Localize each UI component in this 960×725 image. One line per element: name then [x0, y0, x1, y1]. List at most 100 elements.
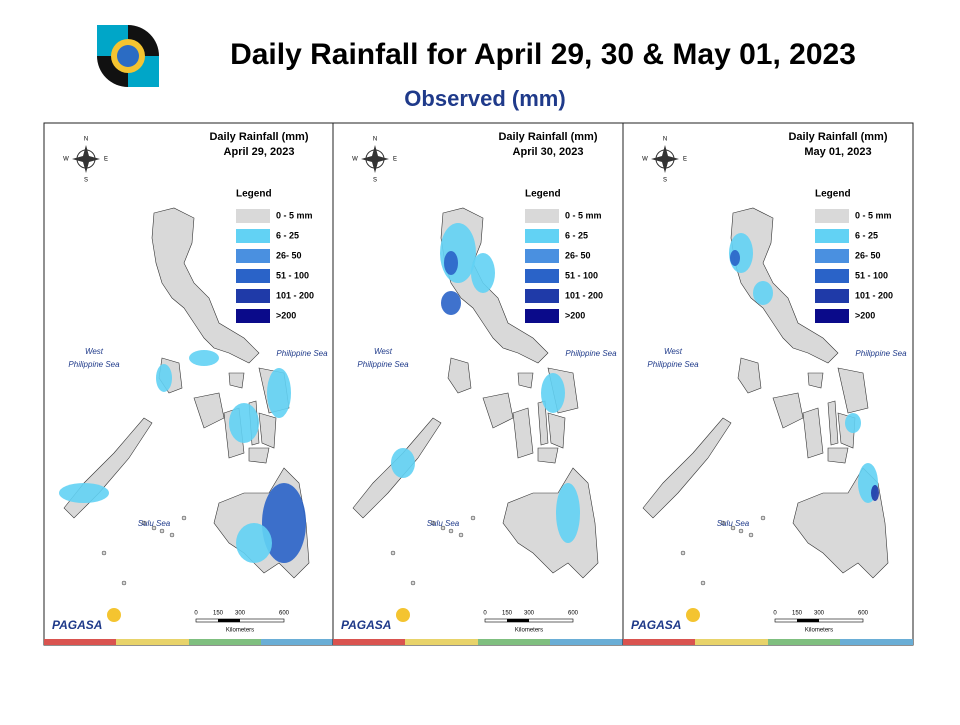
compass-west: W: [352, 157, 358, 163]
scale-tick-label: 0: [483, 611, 487, 617]
islet: [101, 550, 107, 556]
scale-tick-label: 150: [213, 611, 224, 617]
islet: [748, 532, 754, 538]
legend-label: 26- 50: [276, 250, 302, 260]
subtitle: Observed (mm): [404, 86, 565, 111]
legend-label: >200: [565, 310, 585, 320]
legend-label: 6 - 25: [276, 230, 299, 240]
panel-date: April 29, 2023: [224, 146, 295, 158]
scale-tick-label: 300: [814, 611, 825, 617]
scale-tick-label: 600: [568, 611, 579, 617]
legend-swatch: [525, 249, 559, 263]
footer-strip: [405, 639, 478, 645]
sea-label: Sulu Sea: [427, 519, 460, 528]
rainfall-area: [262, 483, 306, 563]
panel-date: May 01, 2023: [804, 146, 871, 158]
legend-label: 101 - 200: [276, 290, 314, 300]
legend-swatch: [815, 249, 849, 263]
compass-south: S: [373, 178, 377, 184]
rainfall-area: [229, 403, 259, 443]
legend-swatch: [815, 229, 849, 243]
islet: [151, 525, 157, 531]
legend-label: 51 - 100: [565, 270, 598, 280]
rainfall-area: [845, 413, 861, 433]
logo-sun: [107, 608, 121, 622]
sea-label: Sulu Sea: [717, 519, 750, 528]
islet: [440, 525, 446, 531]
compass-south: S: [84, 178, 88, 184]
legend-swatch: [236, 249, 270, 263]
islet: [141, 520, 147, 526]
islet: [760, 515, 766, 521]
island: [228, 372, 245, 389]
map-panels: Daily Rainfall (mm) April 29, 2023 N S E W Leg…: [43, 122, 914, 646]
island: [730, 207, 839, 364]
islet: [390, 550, 396, 556]
legend-swatch: [815, 309, 849, 323]
rainfall-area: [236, 523, 272, 563]
legend-label: 101 - 200: [855, 290, 893, 300]
island: [737, 357, 762, 394]
island: [547, 412, 566, 449]
legend-swatch: [525, 209, 559, 223]
compass-north: N: [373, 137, 377, 143]
island: [772, 392, 804, 429]
legend-label: 101 - 200: [565, 290, 603, 300]
island: [827, 400, 839, 446]
landmass: [642, 207, 889, 586]
compass-west: W: [63, 157, 69, 163]
legend-label: 51 - 100: [276, 270, 309, 280]
scale-unit: Kilometers: [515, 628, 543, 634]
legend-label: >200: [855, 310, 875, 320]
islet: [730, 525, 736, 531]
island: [151, 207, 260, 364]
compass-south: S: [663, 178, 667, 184]
scale-bar-fill: [797, 619, 819, 622]
footer-strip: [189, 639, 261, 645]
legend-swatch: [525, 309, 559, 323]
rainfall-area: [441, 291, 461, 315]
scale-tick-label: 150: [792, 611, 803, 617]
footer-strip: [623, 639, 695, 645]
legend-label: >200: [276, 310, 296, 320]
compass-east: E: [683, 157, 687, 163]
islet: [181, 515, 187, 521]
island: [248, 447, 270, 464]
scale-bar-fill: [507, 619, 529, 622]
rainfall-area: [156, 364, 172, 392]
panel-title: Daily Rainfall (mm): [209, 131, 308, 143]
footer-strip: [768, 639, 840, 645]
legend-swatch: [236, 229, 270, 243]
compass-star: [72, 145, 100, 173]
islet: [470, 515, 476, 521]
footer-strip: [116, 639, 189, 645]
compass-west: W: [642, 157, 648, 163]
sea-label: West: [374, 347, 393, 356]
rainfall-area: [189, 350, 219, 366]
scale-tick-label: 0: [773, 611, 777, 617]
island: [193, 392, 225, 429]
island: [482, 392, 514, 429]
compass: N S E W: [63, 137, 108, 184]
logo-text: PAGASA: [341, 618, 391, 632]
map-panel: Daily Rainfall (mm) April 30, 2023 N S E W Leg…: [332, 122, 624, 646]
scale-unit: Kilometers: [805, 628, 833, 634]
scale-tick-label: 300: [235, 611, 246, 617]
sea-label: Philippine Sea: [855, 349, 907, 358]
compass-east: E: [104, 157, 108, 163]
map-panel: Daily Rainfall (mm) April 29, 2023 N S E W Leg…: [43, 122, 335, 646]
legend-swatch: [525, 269, 559, 283]
compass-star: [361, 145, 389, 173]
legend-label: 26- 50: [855, 250, 881, 260]
rainfall-area: [730, 250, 740, 266]
legend-swatch: [525, 289, 559, 303]
legend-label: 6 - 25: [565, 230, 588, 240]
landmass: [352, 207, 599, 586]
islet: [121, 580, 127, 586]
compass: N S E W: [352, 137, 397, 184]
footer-strip: [261, 639, 334, 645]
legend-swatch: [525, 229, 559, 243]
compass-east: E: [393, 157, 397, 163]
legend-swatch: [236, 209, 270, 223]
rainfall-area: [59, 483, 109, 503]
